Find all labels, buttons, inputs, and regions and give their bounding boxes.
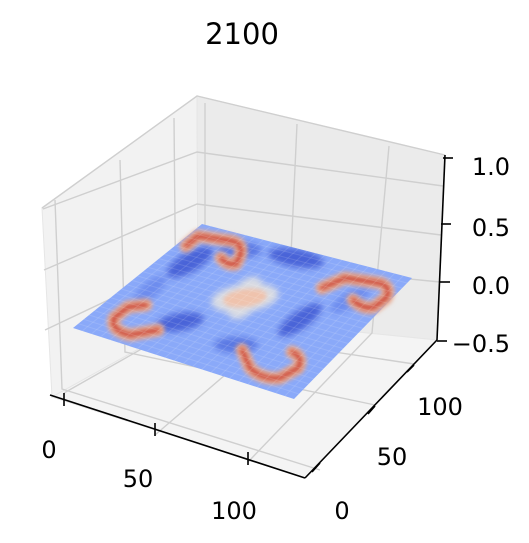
surface-mesh-line [137,239,264,350]
surface-mesh-line [164,253,378,314]
surface-mesh-line [99,305,319,375]
z-tick-labels: −0.5 0.0 0.5 1.0 [452,153,510,358]
surface-mesh-line [275,273,395,394]
surface-mesh-line [219,259,343,376]
y-tick-label: 100 [417,393,463,421]
surface-mesh-line [78,323,300,395]
ring-front-right [235,343,307,385]
surface-mesh-line [183,250,308,364]
surface-mesh-line [229,261,352,379]
z-axis-line [436,154,446,341]
surface-mesh-line [169,249,383,309]
surface [73,224,412,399]
surface-mesh-line [174,245,388,304]
x-axis-line [49,394,306,479]
y-tick-mark [311,462,321,473]
surface-mesh-line [83,318,304,390]
surface-mesh-line [126,284,344,350]
y-tick-label: 50 [377,443,408,471]
surface-mesh-line [109,232,238,341]
surface-mesh-line [91,228,220,335]
surface-mesh-line [210,257,334,373]
surface-mesh-line [115,292,334,360]
surface-mesh-line [266,270,387,391]
surface-mesh-line [256,268,378,388]
z-tick-label: 0.5 [472,214,510,242]
surface-mesh-line [196,227,408,284]
x-tick-label: 0 [41,436,56,464]
surface-mesh-line [81,225,212,332]
surface-mesh-line [118,234,247,344]
surface-mesh-line [173,248,299,361]
z-tick-label: 0.0 [472,272,510,300]
y-axis-line [304,339,438,479]
surface-mesh-line [201,255,325,370]
surface-mesh-line [155,243,282,355]
surface-mesh-line [88,314,309,385]
surface-mesh-line [153,262,368,324]
chart-title: 2100 [205,17,279,51]
surface-mesh-line [131,279,349,345]
y-tick-mark [406,364,415,373]
surface-mesh-line [238,264,360,382]
z-tick-label: 1.0 [472,153,510,181]
x-tick-label: 100 [211,497,257,525]
surface-mesh-line [284,275,404,397]
surface-mesh-line [100,230,229,338]
surface-mesh-line [164,246,290,358]
surface-mesh-line [180,240,393,299]
surface-mesh-line [146,241,273,353]
y-tick-mark [367,405,376,415]
ring-back-right [315,271,395,315]
surface-mesh-line [137,275,354,339]
ring-back-left [179,229,248,271]
x-tick-labels: 0 50 100 [41,436,257,525]
ring-front-left [106,298,165,342]
axes [49,154,453,479]
x-tick-label: 50 [123,465,154,493]
surface-mesh-line [247,266,369,385]
surface-mesh-line [127,237,255,347]
surface-mesh-line [142,271,359,334]
surface-mesh-line [110,297,329,365]
surface-mesh-line [121,288,339,355]
surface-mesh-line [158,258,373,319]
z-tick-label: −0.5 [452,330,510,358]
y-tick-label: 0 [334,497,349,525]
surface-mesh-line [105,301,324,370]
surface-mesh-line [148,266,363,329]
surface-mesh-line [192,252,317,367]
surface-mesh-line [191,232,403,289]
surface-mesh-line [94,310,314,380]
y-tick-labels: 0 50 100 [334,393,463,525]
surface-mesh-line [185,236,398,294]
